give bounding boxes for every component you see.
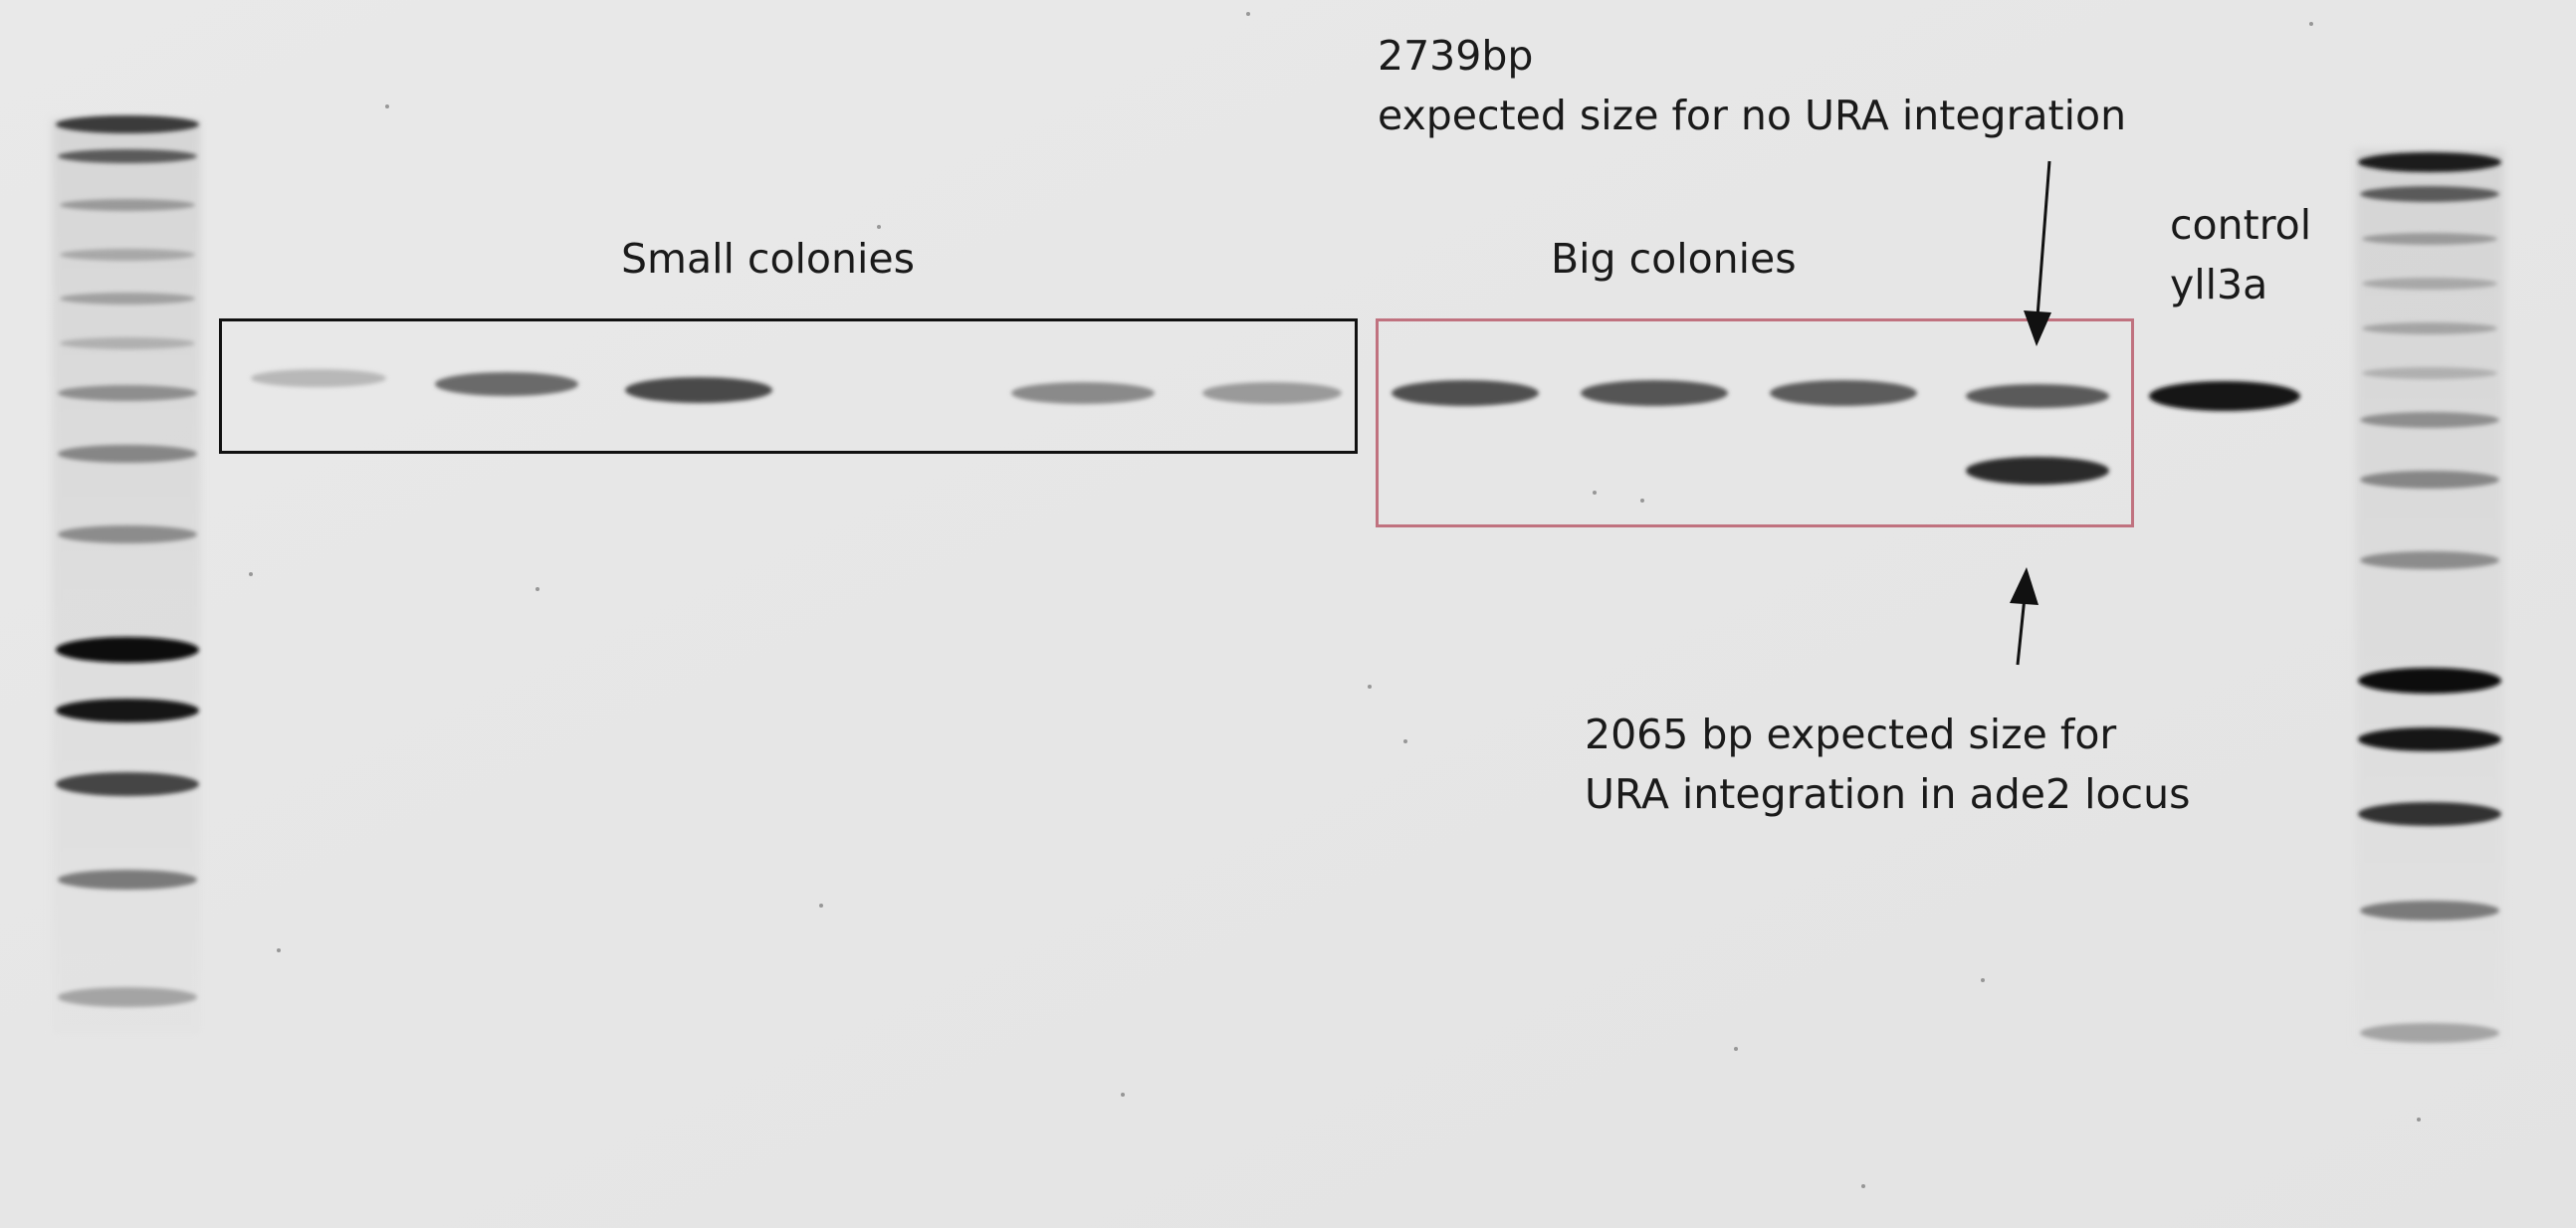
- ladder-band: [2362, 278, 2497, 290]
- sample-band-control: [2149, 381, 2300, 411]
- lower-band-description-line1: 2065 bp expected size for: [1585, 711, 2117, 758]
- ladder-band: [2358, 727, 2501, 751]
- sample-band-lane-8: [1581, 380, 1728, 406]
- big-colonies-label: Big colonies: [1551, 235, 1797, 283]
- ladder-band: [58, 445, 197, 463]
- sample-band-lane-10-lower: [1966, 457, 2109, 485]
- ladder-band: [56, 772, 199, 796]
- ladder-lane-left: [52, 115, 201, 1035]
- sample-band-lane-2: [435, 372, 578, 396]
- control-label: control: [2170, 201, 2312, 249]
- ladder-band: [60, 293, 195, 305]
- lower-band-description-line2: URA integration in ade2 locus: [1585, 770, 2191, 818]
- ladder-lane-right: [2355, 149, 2504, 1045]
- ladder-band: [56, 699, 199, 722]
- small-colonies-box: [219, 318, 1358, 454]
- ladder-band: [56, 637, 199, 663]
- ladder-band: [58, 525, 197, 543]
- sample-band-lane-10-upper: [1966, 384, 2109, 408]
- ladder-band: [58, 870, 197, 890]
- sample-band-lane-9: [1770, 380, 1917, 406]
- ladder-band: [2362, 322, 2497, 334]
- upper-band-size-label: 2739bp: [1378, 32, 1534, 80]
- ladder-band: [2362, 367, 2497, 379]
- ladder-band: [2360, 471, 2499, 489]
- ladder-band: [2360, 551, 2499, 569]
- ladder-band: [60, 249, 195, 261]
- ladder-smear-right: [2355, 149, 2504, 1045]
- ladder-band: [2360, 186, 2499, 202]
- arrow-down-icon: [2024, 160, 2051, 346]
- ladder-band: [58, 987, 197, 1007]
- ladder-band: [2358, 152, 2501, 172]
- sample-band-lane-5: [1011, 382, 1155, 404]
- ladder-band: [60, 199, 195, 211]
- ladder-band: [56, 115, 199, 133]
- sample-bands: [251, 369, 2300, 485]
- sample-band-lane-6: [1202, 382, 1342, 404]
- big-colonies-box: [1376, 318, 2134, 527]
- sample-band-lane-1: [251, 369, 386, 387]
- control-strain-label: yll3a: [2170, 261, 2268, 308]
- ladder-band: [58, 385, 197, 401]
- ladder-band: [2360, 1023, 2499, 1043]
- ladder-band: [58, 149, 197, 163]
- sample-band-lane-7: [1392, 380, 1539, 406]
- small-colonies-label: Small colonies: [621, 235, 915, 283]
- ladder-band: [2362, 233, 2497, 245]
- upper-band-description: expected size for no URA integration: [1378, 92, 2127, 139]
- ladder-band: [2358, 668, 2501, 694]
- gel-specks: [249, 12, 2421, 1188]
- ladder-band: [60, 337, 195, 349]
- ladder-band: [2360, 901, 2499, 921]
- sample-band-lane-3: [625, 377, 772, 403]
- arrow-up-icon: [2010, 567, 2039, 666]
- ladder-band: [2360, 412, 2499, 428]
- ladder-band: [2358, 802, 2501, 826]
